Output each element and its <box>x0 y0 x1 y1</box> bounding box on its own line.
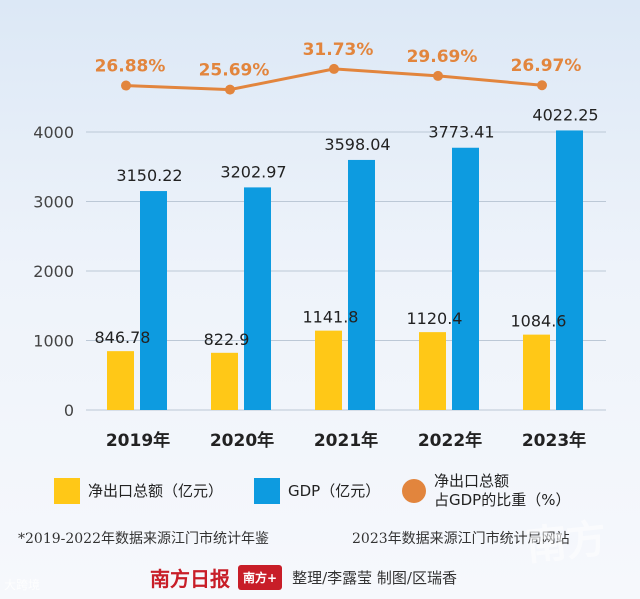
bar-net-export-3 <box>419 332 446 410</box>
bar-label-net-export-0: 846.78 <box>95 328 151 347</box>
watermark-text: 大跨境 <box>4 578 41 592</box>
bar-label-gdp-1: 3202.97 <box>220 162 286 181</box>
ratio-point-2 <box>329 63 339 74</box>
source-note-right: 2023年数据来源江门市统计局网站 <box>352 531 570 547</box>
legend-swatch-gdp <box>254 478 280 504</box>
y-tick-label-4000: 4000 <box>33 123 74 142</box>
ratio-label-0: 26.88% <box>95 57 166 77</box>
ratio-label-1: 25.69% <box>199 61 270 81</box>
bar-label-net-export-4: 1084.6 <box>511 312 567 331</box>
ratio-point-0 <box>121 80 131 91</box>
ratio-point-4 <box>537 80 547 91</box>
credit-text: 整理/李露莹 制图/区瑞香 <box>292 568 457 587</box>
bar-gdp-2 <box>348 159 375 410</box>
x-tick-label-3: 2022年 <box>418 430 482 451</box>
bar-gdp-0 <box>140 191 167 410</box>
chart-bars <box>107 130 583 411</box>
bar-net-export-1 <box>211 352 238 410</box>
legend-item-ratio: 净出口总额 占GDP的比重（%） <box>402 472 570 510</box>
chart-grid <box>86 131 606 411</box>
bar-label-gdp-4: 4022.25 <box>532 105 598 124</box>
legend-label-gdp: GDP（亿元） <box>288 481 381 500</box>
ratio-line-series: 26.88% 25.69% 31.73% 29.69% 26.97% <box>95 40 582 95</box>
legend-label-net-export: 净出口总额（亿元） <box>88 481 224 500</box>
legend-swatch-net-export <box>54 478 80 504</box>
bar-value-labels: 846.78 3150.22 822.9 3202.97 1141.8 3598.04 11… <box>95 105 599 348</box>
x-tick-label-1: 2020年 <box>210 430 274 451</box>
bar-label-net-export-3: 1120.4 <box>407 309 463 328</box>
ratio-point-3 <box>433 70 443 81</box>
legend-label-ratio: 净出口总额 占GDP的比重（%） <box>434 472 570 510</box>
legend-item-net-export: 净出口总额（亿元） <box>54 478 223 504</box>
chart-legend: 净出口总额（亿元） GDP（亿元） 净出口总额 占GDP的比重（%） <box>0 468 640 518</box>
chart-canvas: 0 1000 2000 3000 4000 846.78 3150.22 822.9 3202… <box>33 40 606 451</box>
legend-label-ratio-line1: 净出口总额 <box>434 472 510 490</box>
footer-credits: 南方日报 南方+ 整理/李露莹 制图/区瑞香 <box>150 562 457 592</box>
bar-gdp-4 <box>556 130 583 411</box>
x-tick-label-2: 2021年 <box>314 430 378 451</box>
legend-swatch-ratio <box>402 479 426 503</box>
nanfang-plus-badge: 南方+ <box>238 564 283 590</box>
ratio-label-2: 31.73% <box>303 40 374 60</box>
y-tick-label-2000: 2000 <box>33 262 74 281</box>
ratio-point-1 <box>225 84 235 95</box>
y-tick-label-3000: 3000 <box>33 193 74 212</box>
bar-label-gdp-0: 3150.22 <box>116 166 182 185</box>
y-axis-ticks: 0 1000 2000 3000 4000 <box>33 123 74 420</box>
legend-label-ratio-line2: 占GDP的比重（%） <box>434 491 571 509</box>
bar-net-export-0 <box>107 351 134 410</box>
x-axis-ticks: 2019年 2020年 2021年 2022年 2023年 <box>106 430 586 451</box>
source-note-left: *2019-2022年数据来源江门市统计年鉴 <box>18 531 269 547</box>
bar-gdp-1 <box>244 187 271 410</box>
y-tick-label-1000: 1000 <box>33 332 74 351</box>
y-tick-label-0: 0 <box>64 401 74 420</box>
bar-net-export-2 <box>315 330 342 410</box>
bar-label-net-export-2: 1141.8 <box>303 308 359 327</box>
newspaper-logo: 南方日报 <box>150 566 230 591</box>
x-tick-label-0: 2019年 <box>106 430 170 451</box>
bar-label-net-export-1: 822.9 <box>204 330 250 349</box>
bar-label-gdp-3: 3773.41 <box>428 123 494 142</box>
bar-label-gdp-2: 3598.04 <box>324 135 390 154</box>
legend-item-gdp: GDP（亿元） <box>254 478 380 504</box>
ratio-label-4: 26.97% <box>511 56 582 76</box>
x-tick-label-4: 2023年 <box>522 430 586 451</box>
bar-net-export-4 <box>523 334 550 410</box>
ratio-label-3: 29.69% <box>407 47 478 67</box>
corner-watermark-logo: 南方 <box>524 514 609 571</box>
bar-gdp-3 <box>452 147 479 411</box>
